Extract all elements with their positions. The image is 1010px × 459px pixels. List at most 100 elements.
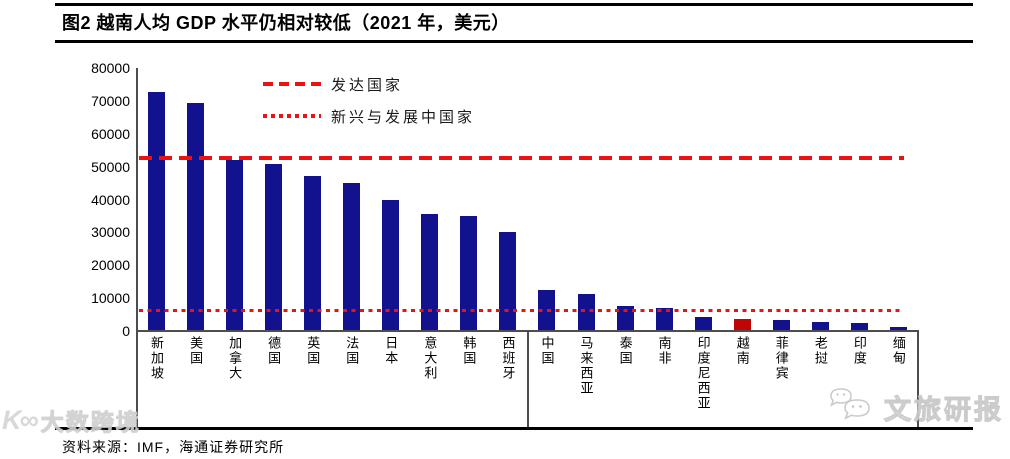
reference-line-developed — [139, 156, 904, 161]
x-label-印度尼西亚: 印度尼西亚 — [695, 336, 711, 411]
watermark-bottom-left: K∞ 大数跨境 — [2, 403, 141, 437]
bar-slot-印度尼西亚 — [684, 68, 723, 331]
bar-印度尼西亚 — [694, 316, 712, 331]
y-tick-label: 10000 — [91, 290, 130, 307]
x-label-slot: 新加坡 — [137, 336, 176, 426]
x-label-slot: 缅甸 — [879, 336, 918, 426]
legend-row: 发达国家 — [263, 72, 475, 96]
y-tick-label: 80000 — [91, 60, 130, 76]
bar-南非 — [655, 308, 673, 331]
x-label-马来西亚: 马来西亚 — [578, 336, 594, 396]
top-rule — [55, 3, 973, 6]
x-label-南非: 南非 — [656, 336, 672, 366]
bar-slot-南非 — [645, 68, 684, 331]
x-label-韩国: 韩国 — [461, 336, 477, 366]
bar-slot-泰国 — [606, 68, 645, 331]
plot-area: 发达国家新兴与发展中国家 — [137, 68, 918, 331]
y-tick-label: 60000 — [91, 125, 130, 142]
watermark-bottom-right: 文旅研报 — [828, 386, 1004, 429]
legend-dotted-line-sample — [263, 114, 321, 118]
bar-slot-印度 — [840, 68, 879, 331]
x-label-slot: 菲律宾 — [762, 336, 801, 426]
x-label-slot: 德国 — [254, 336, 293, 426]
k-infinity-logo-icon: K∞ — [2, 404, 39, 435]
bar-印度 — [850, 323, 868, 331]
bar-slot-美国 — [176, 68, 215, 331]
x-label-美国: 美国 — [188, 336, 204, 366]
bar-新加坡 — [148, 91, 166, 331]
x-label-slot: 英国 — [293, 336, 332, 426]
bar-越南 — [733, 318, 751, 331]
x-label-slot: 加拿大 — [215, 336, 254, 426]
y-tick-label: 50000 — [91, 158, 130, 175]
bar-西班牙 — [499, 232, 517, 331]
bar-slot-中国 — [527, 68, 566, 331]
chart-legend: 发达国家新兴与发展中国家 — [263, 72, 475, 136]
country-group-divider-line — [527, 330, 529, 428]
x-label-slot: 印度尼西亚 — [684, 336, 723, 426]
x-label-slot: 日本 — [371, 336, 410, 426]
x-label-slot: 泰国 — [606, 336, 645, 426]
y-tick-label: 20000 — [91, 257, 130, 274]
x-label-slot: 老挝 — [801, 336, 840, 426]
x-label-新加坡: 新加坡 — [149, 336, 165, 381]
y-tick-label: 40000 — [91, 191, 130, 208]
y-axis-tick-labels: 0 10000 20000 30000 40000 50000 60000 70000 8000… — [55, 0, 130, 459]
y-tick-label: 70000 — [91, 92, 130, 109]
x-label-缅甸: 缅甸 — [890, 336, 906, 366]
x-label-slot: 印度 — [840, 336, 879, 426]
bar-英国 — [304, 175, 322, 331]
x-label-德国: 德国 — [266, 336, 282, 366]
x-label-slot: 意大利 — [410, 336, 449, 426]
x-label-英国: 英国 — [305, 336, 321, 366]
title-underline-rule — [55, 40, 973, 43]
x-label-法国: 法国 — [344, 336, 360, 366]
legend-row: 新兴与发展中国家 — [263, 104, 475, 128]
bar-slot-西班牙 — [488, 68, 527, 331]
bar-slot-缅甸 — [879, 68, 918, 331]
bar-slot-英国 — [293, 68, 332, 331]
bar-缅甸 — [889, 327, 907, 331]
bar-slot-日本 — [371, 68, 410, 331]
x-label-slot: 法国 — [332, 336, 371, 426]
bar-slot-加拿大 — [215, 68, 254, 331]
bar-slot-韩国 — [449, 68, 488, 331]
bar-series — [137, 68, 918, 331]
x-label-印度: 印度 — [851, 336, 867, 366]
watermark-right-text: 文旅研报 — [884, 395, 1004, 426]
x-label-slot: 越南 — [723, 336, 762, 426]
bar-意大利 — [421, 213, 439, 331]
x-label-slot: 南非 — [645, 336, 684, 426]
x-label-老挝: 老挝 — [812, 336, 828, 366]
x-label-slot: 马来西亚 — [567, 336, 606, 426]
wechat-bubbles-icon — [828, 386, 876, 429]
legend-dashed-line-sample — [263, 82, 321, 86]
bar-韩国 — [460, 215, 478, 331]
x-label-西班牙: 西班牙 — [500, 336, 516, 381]
bar-slot-越南 — [723, 68, 762, 331]
bar-日本 — [382, 200, 400, 331]
x-label-slot: 美国 — [176, 336, 215, 426]
x-label-中国: 中国 — [539, 336, 555, 366]
source-note: 资料来源：IMF，海通证券研究所 — [62, 439, 285, 455]
figure-title: 图2 越南人均 GDP 水平仍相对较低（2021 年，美元） — [62, 13, 510, 33]
x-label-slot: 中国 — [527, 336, 566, 426]
legend-label: 发达国家 — [331, 76, 404, 94]
y-axis-line — [136, 68, 138, 428]
x-axis-category-labels: 新加坡 美国 加拿大 德国 英国 法国 日本 意大利 韩国 西班牙 中国 马来西亚 泰国 南非 印度尼西亚 越… — [137, 336, 918, 426]
bar-slot-菲律宾 — [762, 68, 801, 331]
bar-老挝 — [811, 322, 829, 331]
bar-slot-意大利 — [410, 68, 449, 331]
bar-slot-新加坡 — [137, 68, 176, 331]
bar-法国 — [343, 183, 361, 331]
watermark-left-text: 大数跨境 — [40, 409, 141, 436]
bar-slot-老挝 — [801, 68, 840, 331]
bar-美国 — [187, 103, 205, 331]
x-label-slot: 韩国 — [449, 336, 488, 426]
bar-slot-马来西亚 — [567, 68, 606, 331]
x-label-意大利: 意大利 — [422, 336, 438, 381]
bar-加拿大 — [226, 160, 244, 331]
x-label-菲律宾: 菲律宾 — [773, 336, 789, 381]
x-label-泰国: 泰国 — [617, 336, 633, 366]
